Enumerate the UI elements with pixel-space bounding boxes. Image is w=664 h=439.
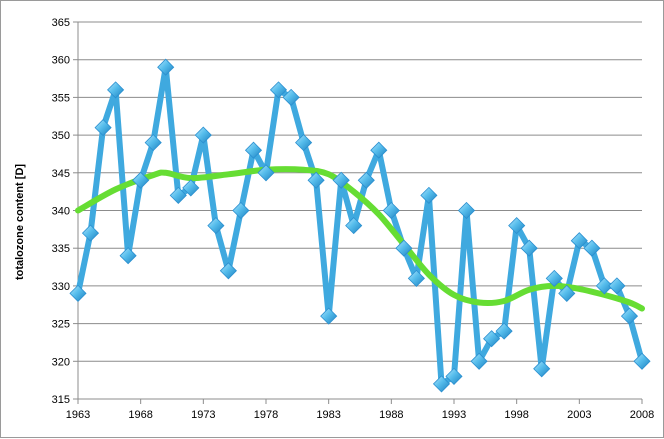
y-axis-title: totalozone content [D] bbox=[14, 164, 26, 280]
axes bbox=[73, 21, 643, 404]
data-point-1998 bbox=[508, 217, 526, 235]
y-tick-label-345: 345 bbox=[52, 168, 70, 180]
data-point-1984 bbox=[332, 171, 350, 189]
data-point-1988 bbox=[382, 201, 400, 220]
data-point-2003 bbox=[570, 232, 588, 250]
x-tick-label-1983: 1983 bbox=[316, 409, 340, 421]
data-point-1985 bbox=[345, 217, 363, 235]
x-tick-label-1978: 1978 bbox=[254, 409, 278, 421]
y-tick-label-330: 330 bbox=[52, 281, 70, 293]
data-point-1965 bbox=[94, 119, 112, 137]
y-tick-label-350: 350 bbox=[52, 130, 70, 142]
data-point-1997 bbox=[495, 322, 513, 340]
data-point-1993 bbox=[445, 367, 463, 385]
series-line-annual-ozone bbox=[75, 64, 645, 387]
data-point-2008 bbox=[633, 352, 651, 370]
data-point-1976 bbox=[232, 201, 250, 220]
tick-labels: 315 320 325 330 335 340 345 350 355 360 365 1963 196… bbox=[52, 17, 655, 421]
x-tick-label-1973: 1973 bbox=[191, 409, 215, 421]
x-tick-label-1988: 1988 bbox=[379, 409, 403, 421]
y-tick-label-325: 325 bbox=[52, 319, 70, 331]
data-point-1983 bbox=[320, 307, 338, 325]
data-point-1963 bbox=[69, 284, 87, 302]
y-tick-label-360: 360 bbox=[52, 55, 70, 67]
x-tick-label-1963: 1963 bbox=[66, 409, 90, 421]
data-point-2006 bbox=[608, 277, 626, 295]
data-point-1979 bbox=[269, 81, 288, 99]
data-point-1970 bbox=[157, 58, 175, 76]
data-point-1974 bbox=[207, 217, 225, 235]
data-point-2005 bbox=[595, 277, 613, 295]
data-point-1981 bbox=[295, 134, 313, 152]
data-point-1964 bbox=[81, 224, 100, 242]
data-point-1996 bbox=[483, 330, 501, 348]
data-point-1969 bbox=[144, 134, 162, 152]
x-tick-label-2008: 2008 bbox=[630, 409, 654, 421]
y-tick-label-320: 320 bbox=[52, 356, 70, 368]
data-point-1968 bbox=[132, 171, 150, 189]
data-point-1966 bbox=[107, 81, 125, 99]
data-point-1995 bbox=[470, 352, 488, 370]
data-point-1975 bbox=[219, 262, 237, 280]
series bbox=[69, 58, 651, 393]
data-point-2000 bbox=[533, 360, 551, 378]
data-point-2001 bbox=[545, 269, 563, 287]
data-point-1986 bbox=[357, 171, 375, 189]
x-tick-label-1998: 1998 bbox=[504, 409, 528, 421]
data-point-1990 bbox=[407, 269, 425, 287]
data-point-1980 bbox=[282, 88, 300, 106]
data-point-2002 bbox=[558, 284, 576, 302]
data-point-1967 bbox=[119, 247, 137, 265]
data-point-2007 bbox=[620, 307, 639, 325]
y-tick-label-315: 315 bbox=[52, 394, 70, 406]
y-tick-label-355: 355 bbox=[52, 92, 70, 104]
data-point-1994 bbox=[457, 201, 476, 220]
data-point-2004 bbox=[583, 239, 601, 257]
data-point-1972 bbox=[182, 179, 200, 197]
data-point-1999 bbox=[520, 239, 538, 257]
x-tick-label-2003: 2003 bbox=[567, 409, 591, 421]
x-tick-label-1993: 1993 bbox=[442, 409, 466, 421]
data-point-1977 bbox=[244, 141, 263, 159]
data-point-1992 bbox=[432, 375, 451, 393]
y-tick-label-335: 335 bbox=[52, 243, 70, 255]
y-tick-label-340: 340 bbox=[52, 206, 70, 218]
y-tick-label-365: 365 bbox=[52, 17, 70, 29]
data-point-1987 bbox=[370, 141, 388, 159]
series-line-smoothed-trend bbox=[75, 166, 645, 312]
data-point-1973 bbox=[194, 126, 212, 144]
x-tick-label-1968: 1968 bbox=[128, 409, 152, 421]
data-point-1971 bbox=[169, 186, 187, 204]
data-point-1978 bbox=[257, 164, 275, 182]
data-point-1982 bbox=[307, 171, 325, 189]
data-point-1991 bbox=[420, 186, 438, 204]
data-point-1989 bbox=[395, 239, 413, 257]
